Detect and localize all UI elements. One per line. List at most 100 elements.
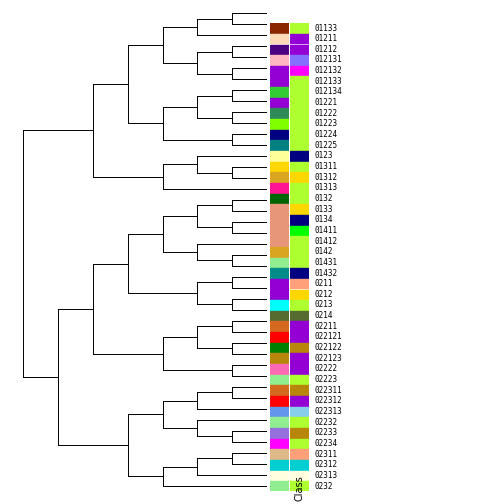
Bar: [270, 23, 289, 33]
Text: 02222: 02222: [314, 364, 337, 373]
Bar: [290, 172, 309, 182]
Bar: [270, 332, 289, 342]
Text: 02211: 02211: [314, 322, 337, 331]
Bar: [290, 289, 309, 299]
Text: 01313: 01313: [314, 183, 337, 193]
Text: 012133: 012133: [314, 77, 342, 86]
Text: 01133: 01133: [314, 24, 337, 32]
Text: 022312: 022312: [314, 396, 342, 405]
Bar: [290, 44, 309, 54]
Text: 0123: 0123: [314, 151, 333, 160]
Bar: [270, 55, 289, 65]
Bar: [270, 151, 289, 161]
Text: 02223: 02223: [314, 375, 337, 384]
Bar: [290, 183, 309, 193]
Bar: [270, 407, 289, 416]
Bar: [290, 279, 309, 288]
Text: 02232: 02232: [314, 418, 337, 427]
Bar: [290, 204, 309, 214]
Bar: [270, 141, 289, 150]
Bar: [270, 34, 289, 43]
Text: 0133: 0133: [314, 205, 333, 214]
Bar: [290, 258, 309, 267]
Bar: [270, 44, 289, 54]
Bar: [270, 268, 289, 278]
Bar: [270, 353, 289, 363]
Bar: [290, 130, 309, 139]
Text: 01312: 01312: [314, 173, 337, 181]
Bar: [290, 194, 309, 203]
Bar: [270, 162, 289, 171]
Bar: [270, 364, 289, 373]
Bar: [270, 66, 289, 86]
Text: 0232: 0232: [314, 482, 333, 490]
Bar: [290, 23, 309, 33]
Text: 022123: 022123: [314, 354, 342, 363]
Bar: [290, 438, 309, 448]
Text: 012132: 012132: [314, 66, 342, 75]
Bar: [270, 258, 289, 267]
Bar: [290, 268, 309, 278]
Text: 01223: 01223: [314, 119, 337, 129]
Bar: [290, 375, 309, 385]
Bar: [270, 375, 289, 385]
Bar: [290, 450, 309, 459]
Bar: [270, 183, 289, 193]
Bar: [290, 460, 309, 470]
Bar: [290, 162, 309, 171]
Bar: [270, 87, 289, 97]
Bar: [270, 386, 289, 395]
Bar: [290, 34, 309, 43]
Bar: [290, 407, 309, 416]
Bar: [270, 247, 289, 257]
Text: 01221: 01221: [314, 98, 337, 107]
Bar: [290, 481, 309, 491]
Text: 022311: 022311: [314, 386, 342, 395]
Bar: [290, 108, 309, 118]
Text: 02234: 02234: [314, 439, 337, 448]
Bar: [270, 194, 289, 203]
Text: 01212: 01212: [314, 45, 337, 54]
Text: 01224: 01224: [314, 130, 337, 139]
Bar: [290, 386, 309, 395]
Text: 0213: 0213: [314, 300, 333, 309]
Text: 012134: 012134: [314, 87, 342, 96]
Bar: [290, 98, 309, 107]
Bar: [290, 141, 309, 150]
Bar: [290, 300, 309, 310]
Bar: [290, 353, 309, 363]
Bar: [270, 204, 289, 246]
Text: 01431: 01431: [314, 258, 337, 267]
Text: 0132: 0132: [314, 194, 333, 203]
Bar: [290, 55, 309, 65]
Bar: [270, 98, 289, 107]
Text: 022313: 022313: [314, 407, 342, 416]
Bar: [270, 438, 289, 448]
Bar: [290, 396, 309, 406]
Text: 0134: 0134: [314, 215, 333, 224]
Bar: [290, 322, 309, 331]
Text: 01432: 01432: [314, 269, 337, 278]
Bar: [290, 364, 309, 373]
Bar: [290, 236, 309, 246]
Text: 0142: 0142: [314, 247, 333, 256]
Bar: [270, 343, 289, 352]
Bar: [270, 119, 289, 129]
Text: 022121: 022121: [314, 333, 342, 341]
Bar: [270, 108, 289, 118]
Bar: [290, 87, 309, 97]
Text: 02311: 02311: [314, 450, 337, 459]
Bar: [270, 481, 289, 491]
Bar: [290, 471, 309, 480]
Bar: [270, 300, 289, 310]
Bar: [290, 226, 309, 235]
Text: 0211: 0211: [314, 279, 333, 288]
Text: 02313: 02313: [314, 471, 337, 480]
Bar: [270, 417, 289, 427]
Text: 01411: 01411: [314, 226, 337, 235]
Bar: [270, 322, 289, 331]
Bar: [270, 172, 289, 182]
Bar: [290, 77, 309, 86]
Text: 01211: 01211: [314, 34, 337, 43]
Bar: [290, 119, 309, 129]
